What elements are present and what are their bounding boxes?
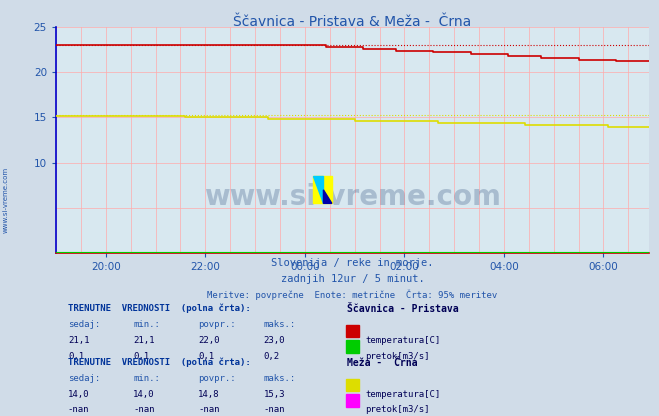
- Text: maks.:: maks.:: [264, 374, 296, 383]
- Text: min.:: min.:: [133, 374, 160, 383]
- Text: Ščavnica - Pristava: Ščavnica - Pristava: [347, 304, 458, 314]
- Text: 0,2: 0,2: [264, 352, 279, 361]
- Text: temperatura[C]: temperatura[C]: [366, 390, 441, 399]
- Text: Slovenija / reke in morje.: Slovenija / reke in morje.: [272, 258, 434, 268]
- Text: povpr.:: povpr.:: [198, 320, 236, 329]
- Text: 0,1: 0,1: [133, 352, 149, 361]
- Text: sedaj:: sedaj:: [68, 374, 100, 383]
- Text: min.:: min.:: [133, 320, 160, 329]
- Text: 0,1: 0,1: [68, 352, 84, 361]
- Text: 14,0: 14,0: [133, 390, 155, 399]
- Text: TRENUTNE  VREDNOSTI  (polna črta):: TRENUTNE VREDNOSTI (polna črta):: [68, 304, 250, 313]
- Text: sedaj:: sedaj:: [68, 320, 100, 329]
- Bar: [346, 379, 359, 391]
- Text: pretok[m3/s]: pretok[m3/s]: [366, 406, 430, 414]
- Text: zadnjih 12ur / 5 minut.: zadnjih 12ur / 5 minut.: [281, 274, 424, 284]
- Polygon shape: [313, 176, 324, 203]
- Text: TRENUTNE  VREDNOSTI  (polna črta):: TRENUTNE VREDNOSTI (polna črta):: [68, 358, 250, 367]
- Bar: [346, 340, 359, 353]
- Text: 0,1: 0,1: [198, 352, 214, 361]
- Text: -nan: -nan: [133, 406, 155, 414]
- Text: www.si-vreme.com: www.si-vreme.com: [204, 183, 501, 210]
- Text: povpr.:: povpr.:: [198, 374, 236, 383]
- Text: Meritve: povprečne  Enote: metrične  Črta: 95% meritev: Meritve: povprečne Enote: metrične Črta:…: [208, 290, 498, 300]
- Text: 23,0: 23,0: [264, 336, 285, 344]
- Text: maks.:: maks.:: [264, 320, 296, 329]
- Polygon shape: [324, 190, 332, 203]
- Text: -nan: -nan: [68, 406, 90, 414]
- Text: 21,1: 21,1: [68, 336, 90, 344]
- Text: 14,8: 14,8: [198, 390, 220, 399]
- Bar: [346, 394, 359, 407]
- Bar: [346, 324, 359, 337]
- Text: -nan: -nan: [264, 406, 285, 414]
- Text: 14,0: 14,0: [68, 390, 90, 399]
- Text: temperatura[C]: temperatura[C]: [366, 336, 441, 344]
- Text: 21,1: 21,1: [133, 336, 155, 344]
- Text: 22,0: 22,0: [198, 336, 220, 344]
- Text: 15,3: 15,3: [264, 390, 285, 399]
- Text: Ščavnica - Pristava & Meža -  Črna: Ščavnica - Pristava & Meža - Črna: [233, 15, 472, 29]
- Text: Meža -  Črna: Meža - Črna: [347, 358, 417, 368]
- Text: www.si-vreme.com: www.si-vreme.com: [2, 167, 9, 233]
- Text: pretok[m3/s]: pretok[m3/s]: [366, 352, 430, 361]
- Text: -nan: -nan: [198, 406, 220, 414]
- Bar: [313, 176, 332, 203]
